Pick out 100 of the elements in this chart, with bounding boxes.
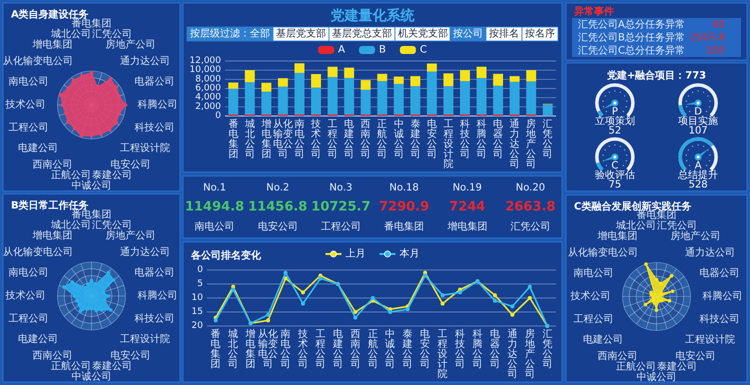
point	[231, 288, 236, 292]
x-tick-label: 技术公司	[296, 328, 308, 370]
spoke-label: 南电公司	[574, 267, 614, 280]
category-label: D	[694, 106, 702, 118]
point	[423, 274, 428, 278]
y-tick-label: 12,000	[190, 56, 222, 66]
spoke-label: 增电集团	[596, 230, 638, 242]
bar	[244, 82, 255, 115]
bar	[476, 66, 486, 78]
point	[388, 310, 392, 314]
spoke-label: 南电公司	[8, 266, 49, 279]
x-tick-label: 工程公司	[328, 118, 338, 160]
x-tick-label: 正航公司	[368, 328, 378, 370]
x-tick-label: 电建公司	[343, 118, 354, 160]
x-tick-label: 汇凭公司	[542, 118, 553, 160]
chart-title: 党建量化系统	[330, 7, 416, 24]
x-tick-label: 增电集团	[260, 118, 272, 160]
x-tick-label: 城北公司	[244, 118, 255, 160]
category-label: No.1	[203, 182, 226, 194]
point	[214, 318, 218, 322]
data-label: 11456.8	[248, 200, 308, 214]
category-label: C	[611, 160, 618, 172]
bar	[394, 76, 404, 84]
spoke-label: 从化输变电公司	[568, 246, 638, 259]
spoke-label: 通力达公司	[120, 246, 170, 258]
x-tick-label: 科腾公司	[472, 328, 482, 370]
category-label: P	[612, 106, 618, 118]
x-tick-label: 增电集团	[244, 328, 256, 370]
spoke-label: 从化输变电公司	[3, 246, 74, 258]
x-tick-label: 南电公司	[280, 328, 291, 370]
x-tick-label: 科技公司	[454, 328, 466, 370]
category-label: 汇凭公司C总分任务异常	[578, 44, 685, 56]
spoke-label: 中诚公司	[72, 179, 112, 192]
data-label: 52	[608, 126, 622, 136]
bar	[510, 76, 520, 82]
text: 立项策划	[594, 115, 635, 127]
bar	[493, 74, 504, 86]
data-label: 100	[706, 46, 725, 56]
data-label: 528	[688, 180, 708, 190]
text: 基层党支部	[276, 28, 326, 40]
legend-label: 上月	[346, 248, 366, 260]
point	[300, 302, 305, 306]
point	[528, 296, 532, 300]
x-tick-label: 技术公司	[310, 118, 322, 160]
data-label: 7244	[449, 200, 486, 214]
bar	[426, 64, 437, 72]
text: 基层党总支部	[332, 28, 392, 40]
point	[458, 290, 462, 294]
spoke-label: 技术公司	[4, 98, 46, 110]
x-tick-label: 科腾公司	[476, 118, 487, 160]
legend-label: C	[420, 44, 427, 56]
bar	[410, 86, 420, 115]
x-tick-label: 工程设计院	[438, 328, 448, 380]
x-tick-label: 正航公司	[377, 118, 388, 160]
chart-title: C类融合发展创新实践任务	[574, 200, 692, 212]
bar	[460, 81, 470, 115]
spoke-label: 电器公司	[134, 76, 174, 88]
spoke-label: 科腾公司	[138, 290, 178, 302]
spoke-label: 房地产公司	[105, 38, 156, 51]
spoke-label: 科腾公司	[138, 98, 178, 110]
bar	[377, 74, 388, 82]
category-label: No.19	[452, 182, 482, 194]
x-tick-label: 中诚公司	[385, 328, 396, 370]
point	[528, 284, 532, 289]
spoke-label: 城北公司	[50, 219, 92, 232]
chart-title: B类日常工作任务	[11, 200, 89, 212]
x-tick-label: 从化输变电公司	[258, 328, 278, 370]
x-tick-label: 电安公司	[426, 118, 437, 160]
chart-title: A类自身建设任务	[11, 8, 89, 20]
legend-label: B	[378, 44, 386, 56]
x-tick-label: 番电集团	[210, 328, 221, 370]
y-tick-label: 10	[192, 293, 204, 303]
x-tick-label: 泰建公司	[409, 118, 420, 160]
category-label: 汇凭公司B总分任务异常	[578, 32, 685, 44]
y-tick-label: 4,000	[195, 92, 222, 103]
spoke-label: 通力达公司	[684, 246, 735, 259]
point	[318, 276, 322, 280]
bar	[426, 72, 437, 115]
x-tick-label: 房地产公司	[525, 118, 536, 170]
spoke-label: 番电集团	[72, 208, 112, 221]
spoke-label: 正航公司	[51, 168, 92, 181]
legend-label: A	[338, 44, 346, 56]
category-label: No.2	[266, 182, 290, 194]
bar	[261, 82, 272, 92]
bar	[526, 70, 536, 82]
bar	[493, 86, 504, 115]
spoke-label: 科腾公司	[702, 290, 742, 302]
spoke-label: 电器公司	[134, 266, 174, 279]
spoke-label: 科技公司	[699, 312, 740, 325]
bar	[377, 81, 388, 115]
x-tick-label: 工程设计院	[443, 118, 454, 170]
spoke-label: 城北公司	[50, 28, 92, 40]
category-label: No.3	[329, 182, 352, 194]
point	[440, 293, 445, 298]
spoke-label: 技术公司	[4, 290, 46, 302]
bar	[360, 90, 371, 115]
text: 按公司	[453, 28, 483, 40]
spoke-label: 工程公司	[574, 312, 614, 325]
spoke-label: 工程公司	[8, 312, 49, 324]
text: 按名序	[525, 28, 555, 40]
